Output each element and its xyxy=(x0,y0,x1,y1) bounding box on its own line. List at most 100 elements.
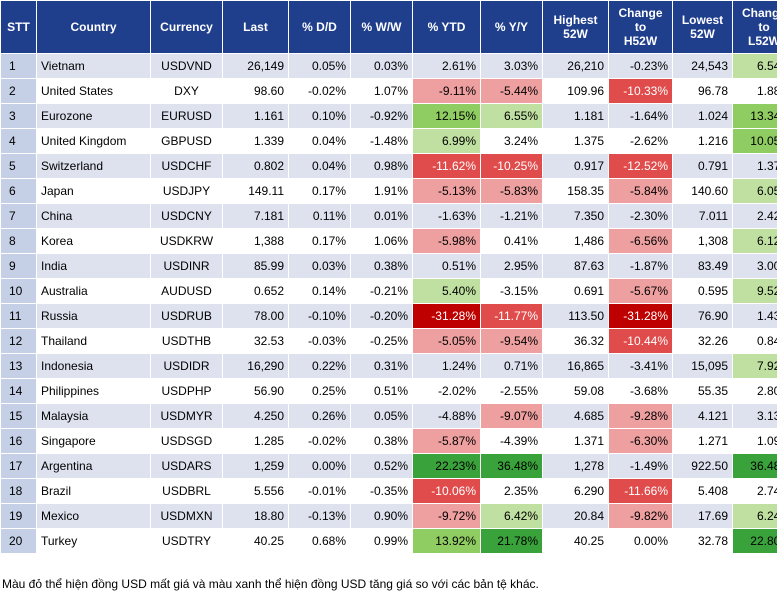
cell-stt: 20 xyxy=(0,528,37,554)
cell-country: Eurozone xyxy=(36,103,151,129)
cell-dd: 0.04% xyxy=(288,128,351,154)
cell-low: 1.024 xyxy=(672,103,733,129)
cell-chl: 2.74% xyxy=(732,478,777,504)
cell-yy: -11.77% xyxy=(480,303,543,329)
cell-country: Malaysia xyxy=(36,403,151,429)
table-row: 13 Indonesia USDIDR 16,290 0.22% 0.31% 1.24% 0.… xyxy=(0,353,777,379)
table-row: 7 China USDCNY 7.181 0.11% 0.01% -1.63% -1.21% 7… xyxy=(0,203,777,229)
cell-dd: -0.10% xyxy=(288,303,351,329)
cell-dd: 0.10% xyxy=(288,103,351,129)
cell-last: 18.80 xyxy=(222,503,289,529)
cell-country: Thailand xyxy=(36,328,151,354)
cell-chl: 6.54% xyxy=(732,53,777,79)
cell-chh: -9.82% xyxy=(608,503,673,529)
cell-country: Mexico xyxy=(36,503,151,529)
cell-yy: 0.41% xyxy=(480,228,543,254)
cell-last: 1.285 xyxy=(222,428,289,454)
cell-chl: 9.52% xyxy=(732,278,777,304)
table-row: 10 Australia AUDUSD 0.652 0.14% -0.21% 5.40% -3… xyxy=(0,278,777,304)
cell-chh: -10.44% xyxy=(608,328,673,354)
cell-country: Korea xyxy=(36,228,151,254)
table-row: 18 Brazil USDBRL 5.556 -0.01% -0.35% -10.06% 2.… xyxy=(0,478,777,504)
cell-low: 922.50 xyxy=(672,453,733,479)
cell-dd: 0.11% xyxy=(288,203,351,229)
cell-yy: -9.54% xyxy=(480,328,543,354)
cell-yy: -9.07% xyxy=(480,403,543,429)
cell-ww: -0.20% xyxy=(350,303,413,329)
cell-currency: EURUSD xyxy=(150,103,223,129)
cell-stt: 2 xyxy=(0,78,37,104)
cell-currency: AUDUSD xyxy=(150,278,223,304)
cell-yy: 36.48% xyxy=(480,453,543,479)
cell-chh: -2.30% xyxy=(608,203,673,229)
cell-high: 16,865 xyxy=(542,353,609,379)
table-row: 17 Argentina USDARS 1,259 0.00% 0.52% 22.23% 36… xyxy=(0,453,777,479)
header-change-to-h52w: Change to H52W xyxy=(608,0,673,54)
cell-chl: 3.00% xyxy=(732,253,777,279)
cell-ww: 0.05% xyxy=(350,403,413,429)
cell-chh: -6.30% xyxy=(608,428,673,454)
cell-ytd: 13.92% xyxy=(412,528,481,554)
cell-last: 1,388 xyxy=(222,228,289,254)
header-last: Last xyxy=(222,0,289,54)
table-row: 4 United Kingdom GBPUSD 1.339 0.04% -1.48% 6.9… xyxy=(0,128,777,154)
cell-yy: 3.03% xyxy=(480,53,543,79)
cell-chl: 1.43% xyxy=(732,303,777,329)
cell-dd: -0.01% xyxy=(288,478,351,504)
cell-dd: 0.26% xyxy=(288,403,351,429)
cell-country: Indonesia xyxy=(36,353,151,379)
cell-ww: 0.03% xyxy=(350,53,413,79)
cell-last: 5.556 xyxy=(222,478,289,504)
cell-chh: -2.62% xyxy=(608,128,673,154)
cell-last: 98.60 xyxy=(222,78,289,104)
table-row: 11 Russia USDRUB 78.00 -0.10% -0.20% -31.28% -1… xyxy=(0,303,777,329)
cell-country: Russia xyxy=(36,303,151,329)
cell-chl: 1.37% xyxy=(732,153,777,179)
cell-currency: USDARS xyxy=(150,453,223,479)
cell-last: 56.90 xyxy=(222,378,289,404)
cell-country: United States xyxy=(36,78,151,104)
cell-country: Australia xyxy=(36,278,151,304)
cell-low: 0.791 xyxy=(672,153,733,179)
cell-ytd: 6.99% xyxy=(412,128,481,154)
cell-dd: 0.03% xyxy=(288,253,351,279)
cell-stt: 8 xyxy=(0,228,37,254)
header-currency: Currency xyxy=(150,0,223,54)
cell-country: Vietnam xyxy=(36,53,151,79)
cell-currency: USDBRL xyxy=(150,478,223,504)
cell-chl: 6.12% xyxy=(732,228,777,254)
cell-country: Switzerland xyxy=(36,153,151,179)
header-dd: % D/D xyxy=(288,0,351,54)
header-stt: STT xyxy=(0,0,37,54)
cell-chl: 6.24% xyxy=(732,503,777,529)
cell-dd: 0.17% xyxy=(288,178,351,204)
cell-stt: 13 xyxy=(0,353,37,379)
table-row: 20 Turkey USDTRY 40.25 0.68% 0.99% 13.92% 21.78… xyxy=(0,528,777,554)
cell-currency: GBPUSD xyxy=(150,128,223,154)
cell-last: 1,259 xyxy=(222,453,289,479)
cell-chh: -0.23% xyxy=(608,53,673,79)
cell-dd: -0.03% xyxy=(288,328,351,354)
cell-low: 24,543 xyxy=(672,53,733,79)
cell-last: 26,149 xyxy=(222,53,289,79)
cell-low: 32.78 xyxy=(672,528,733,554)
cell-last: 4.250 xyxy=(222,403,289,429)
cell-chl: 36.48% xyxy=(732,453,777,479)
cell-high: 40.25 xyxy=(542,528,609,554)
header-highest-52w: Highest 52W xyxy=(542,0,609,54)
cell-ytd: -5.87% xyxy=(412,428,481,454)
cell-currency: USDPHP xyxy=(150,378,223,404)
cell-last: 0.802 xyxy=(222,153,289,179)
cell-chh: -1.49% xyxy=(608,453,673,479)
header-yy: % Y/Y xyxy=(480,0,543,54)
cell-high: 4.685 xyxy=(542,403,609,429)
cell-ytd: 12.15% xyxy=(412,103,481,129)
cell-stt: 10 xyxy=(0,278,37,304)
cell-yy: -2.55% xyxy=(480,378,543,404)
cell-currency: USDSGD xyxy=(150,428,223,454)
cell-low: 1,308 xyxy=(672,228,733,254)
cell-yy: 21.78% xyxy=(480,528,543,554)
cell-yy: -10.25% xyxy=(480,153,543,179)
cell-ww: -0.92% xyxy=(350,103,413,129)
cell-ww: 0.31% xyxy=(350,353,413,379)
